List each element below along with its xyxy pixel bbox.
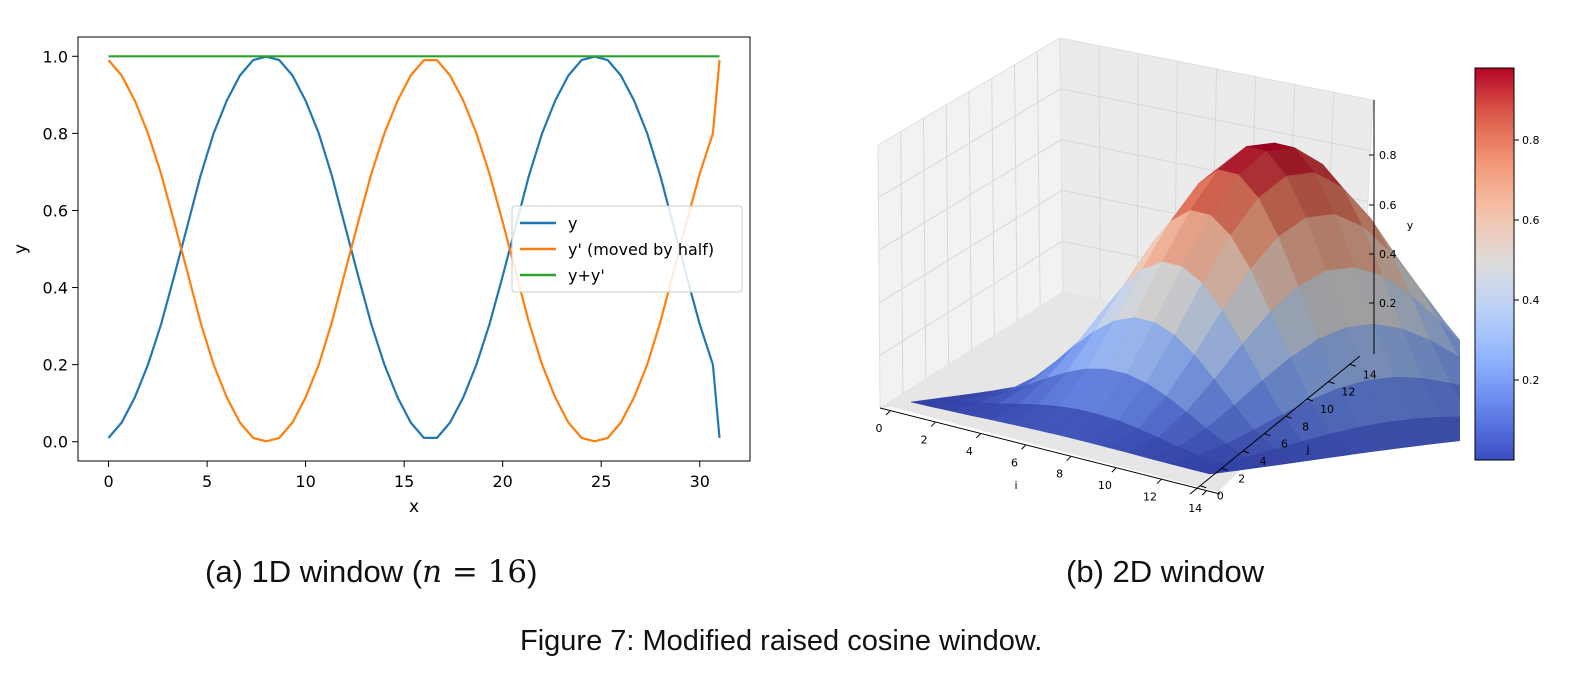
z-axis-label: y xyxy=(1407,219,1414,232)
x-tick-label: 5 xyxy=(202,472,212,491)
panel-grid-line xyxy=(1098,45,1101,300)
z-tick-label: 0.4 xyxy=(1379,248,1397,261)
legend-entry: y xyxy=(568,214,577,233)
x-tick-label: 30 xyxy=(690,472,710,491)
x-axis-label: x xyxy=(409,497,419,517)
surface-patch xyxy=(1190,463,1239,475)
legend-box xyxy=(511,205,743,293)
y-tick-label: 0.8 xyxy=(43,124,68,143)
i-tick-mark xyxy=(1156,479,1162,484)
j-tick-label: 4 xyxy=(1259,455,1266,468)
surface xyxy=(910,142,1460,475)
caption-a: (a) 1D window (n = 16) xyxy=(205,554,538,590)
x-tick-label: 10 xyxy=(295,472,315,491)
y-tick-label: 0.6 xyxy=(43,201,68,220)
i-tick-label: 14 xyxy=(1188,502,1202,515)
figure-caption: Figure 7: Modified raised cosine window. xyxy=(520,625,1043,657)
y-tick-label: 0.0 xyxy=(43,433,68,452)
j-axis-label: j xyxy=(1305,443,1309,456)
chart-1d-window: 0 5 10 15 20 25 30 0.0 0.2 0.4 0.6 0.8 1.0 x y y y' (mov… xyxy=(11,36,751,517)
caption-a-variable: n xyxy=(422,554,443,590)
y-tick-label: 1.0 xyxy=(43,47,68,66)
j-tick-mark xyxy=(1349,363,1356,367)
j-axis-line xyxy=(1189,355,1361,495)
series-line-0 xyxy=(107,55,721,439)
i-tick-mark xyxy=(930,422,936,427)
i-tick-label: 10 xyxy=(1098,479,1112,492)
y-axis-label: y xyxy=(11,244,31,254)
panel-grid-line xyxy=(991,78,995,336)
caption-a-equation: = 16 xyxy=(442,554,528,590)
panel-grid-line xyxy=(1036,51,1041,307)
colorbar-gradient xyxy=(1474,67,1515,461)
panel-grid-line xyxy=(923,118,927,380)
i-tick-label: 12 xyxy=(1143,491,1157,504)
panel-grid-line xyxy=(968,91,972,351)
j-tick-label: 0 xyxy=(1217,490,1224,503)
j-tick-mark xyxy=(1328,381,1335,385)
colorbar-tick-label: 0.4 xyxy=(1522,294,1540,307)
y-tick-label: 0.4 xyxy=(43,279,68,298)
j-tick-label: 2 xyxy=(1238,472,1245,485)
caption-b: (b) 2D window xyxy=(1066,554,1265,589)
z-tick-label: 0.6 xyxy=(1379,199,1397,212)
z-tick-label: 0.2 xyxy=(1379,297,1397,310)
chart-2d-window: 0 2 4 6 8 10 12 14 i 0 2 4 6 8 10 12 14 j 0.2 0.4 0.6 0.8 y xyxy=(876,37,1460,515)
j-tick-mark xyxy=(1264,433,1271,437)
j-tick-mark xyxy=(1306,398,1314,402)
panel-grid-line xyxy=(1014,64,1018,322)
i-tick-mark xyxy=(1021,444,1026,450)
j-tick-mark xyxy=(1200,485,1207,489)
i-tick-label: 2 xyxy=(921,433,928,446)
j-tick-label: 14 xyxy=(1363,368,1377,381)
y-tick-label: 0.2 xyxy=(43,356,68,375)
i-tick-mark xyxy=(885,410,891,416)
j-tick-label: 12 xyxy=(1341,386,1355,399)
j-tick-mark xyxy=(1242,450,1250,454)
legend-entry: y+y' xyxy=(568,266,605,285)
colorbar-tick-label: 0.2 xyxy=(1522,374,1540,387)
j-tick-mark xyxy=(1285,415,1292,419)
i-tick-mark xyxy=(975,433,981,439)
i-tick-label: 8 xyxy=(1056,468,1063,481)
x-tick-label: 20 xyxy=(493,472,513,491)
j-tick-label: 10 xyxy=(1320,403,1334,416)
series-line-1 xyxy=(107,58,721,443)
panel-grid-line xyxy=(945,104,950,365)
i-tick-mark xyxy=(1111,467,1117,473)
j-tick-mark xyxy=(1221,467,1228,471)
i-tick-mark xyxy=(1066,456,1072,462)
j-tick-label: 6 xyxy=(1281,438,1288,451)
x-tick-label: 25 xyxy=(591,472,611,491)
caption-a-text: (a) 1D window ( xyxy=(205,554,423,589)
x-tick-label: 15 xyxy=(394,472,414,491)
colorbar-tick-label: 0.8 xyxy=(1522,134,1540,147)
plot-frame xyxy=(77,36,751,462)
i-tick-label: 6 xyxy=(1011,456,1018,469)
i-tick-label: 4 xyxy=(966,445,973,458)
i-axis-label: i xyxy=(1014,479,1017,492)
i-axis-line xyxy=(879,407,1221,495)
panel-grid-line xyxy=(900,131,904,394)
i-tick-label: 0 xyxy=(876,422,883,435)
j-tick-label: 8 xyxy=(1302,420,1309,433)
i-tick-mark xyxy=(1201,490,1207,496)
colorbar-tick-label: 0.6 xyxy=(1522,214,1540,227)
colorbar: 0.2 0.4 0.6 0.8 xyxy=(1474,67,1540,461)
legend-entry: y' (moved by half) xyxy=(568,240,714,259)
z-tick-label: 0.8 xyxy=(1379,149,1397,162)
x-tick-label: 0 xyxy=(103,472,113,491)
caption-a-close: ) xyxy=(527,554,538,589)
panel-grid-line xyxy=(878,88,1371,199)
